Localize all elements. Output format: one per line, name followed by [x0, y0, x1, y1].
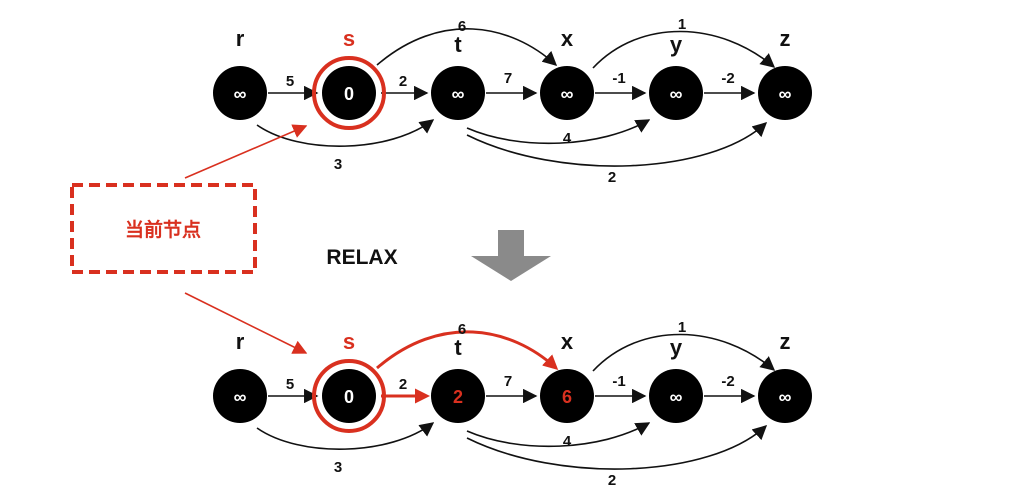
node-x — [540, 369, 594, 423]
relax-transition: RELAX — [326, 230, 551, 281]
edge-t-z — [466, 122, 768, 167]
node-y — [649, 66, 703, 120]
edge-weight-s-x: 6 — [458, 321, 466, 338]
edge-weight-r-s: 5 — [286, 73, 294, 90]
edge-weight-x-y: -1 — [612, 373, 625, 390]
node-r-label: r — [236, 26, 245, 51]
edge-weight-t-y: 4 — [563, 130, 572, 147]
node-r-label: r — [236, 329, 245, 354]
node-y-distance: ∞ — [670, 84, 683, 104]
node-t — [431, 66, 485, 120]
relax-label: RELAX — [326, 246, 397, 269]
node-t-label: t — [454, 32, 462, 57]
node-s-distance: 0 — [344, 387, 354, 407]
node-s — [322, 66, 376, 120]
node-y-label: y — [670, 335, 683, 360]
edge-weight-r-s: 5 — [286, 376, 294, 393]
edge-x-z — [592, 333, 776, 372]
edge-t-z — [466, 425, 768, 470]
node-r — [213, 369, 267, 423]
edge-weight-t-z: 2 — [608, 472, 616, 489]
node-z-label: z — [780, 26, 791, 51]
edge-weight-y-z: -2 — [721, 373, 734, 390]
node-r-distance: ∞ — [234, 387, 247, 407]
node-y-distance: ∞ — [670, 387, 683, 407]
node-s — [322, 369, 376, 423]
node-z — [758, 369, 812, 423]
edge-weight-t-x: 7 — [504, 373, 512, 390]
node-x-label: x — [561, 329, 574, 354]
annotation-pointer-top — [184, 124, 308, 179]
node-x-distance: ∞ — [561, 84, 574, 104]
node-t-distance: 2 — [453, 387, 463, 407]
node-s-distance: 0 — [344, 84, 354, 104]
edge-weight-s-x: 6 — [458, 18, 466, 35]
node-t — [431, 369, 485, 423]
edge-weight-x-z: 1 — [678, 16, 686, 33]
edge-weight-x-y: -1 — [612, 70, 625, 87]
edge-weight-r-t: 3 — [334, 459, 342, 476]
edge-weight-x-z: 1 — [678, 319, 686, 336]
node-y — [649, 369, 703, 423]
edge-weight-t-y: 4 — [563, 433, 572, 450]
node-t-label: t — [454, 335, 462, 360]
current-node-ring — [312, 56, 386, 130]
node-z-distance: ∞ — [779, 84, 792, 104]
node-x — [540, 66, 594, 120]
edge-weight-y-z: -2 — [721, 70, 734, 87]
current-node-annotation: 当前节点 — [70, 124, 308, 354]
annotation-dashed-box — [70, 183, 257, 274]
node-z-distance: ∞ — [779, 387, 792, 407]
edge-t-y — [466, 119, 651, 145]
node-t-distance: ∞ — [452, 84, 465, 104]
node-x-label: x — [561, 26, 574, 51]
annotation-pointer-bottom — [184, 292, 308, 354]
node-r — [213, 66, 267, 120]
down-arrow-icon — [471, 230, 551, 281]
edge-t-y — [466, 422, 651, 448]
edge-weight-t-x: 7 — [504, 70, 512, 87]
edge-weight-t-z: 2 — [608, 169, 616, 186]
node-x-distance: 6 — [562, 387, 572, 407]
edge-weight-s-t: 2 — [399, 376, 407, 393]
edge-x-z — [592, 30, 776, 69]
node-r-distance: ∞ — [234, 84, 247, 104]
node-z — [758, 66, 812, 120]
node-s-label: s — [343, 26, 355, 51]
edge-s-x — [376, 28, 558, 66]
node-s-label: s — [343, 329, 355, 354]
edge-r-t — [256, 119, 435, 147]
edge-r-t — [256, 422, 435, 450]
current-node-ring — [312, 359, 386, 433]
graph-before-relax: 5 3 2 6 7 4 2 -1 1 -2 ∞ r 0 s ∞ t ∞ x ∞ y ∞ z — [213, 16, 812, 186]
annotation-label: 当前节点 — [125, 218, 201, 241]
edge-weight-s-t: 2 — [399, 73, 407, 90]
edge-weight-r-t: 3 — [334, 156, 342, 173]
node-y-label: y — [670, 32, 683, 57]
node-z-label: z — [780, 329, 791, 354]
edge-s-x-relaxed — [376, 330, 559, 371]
